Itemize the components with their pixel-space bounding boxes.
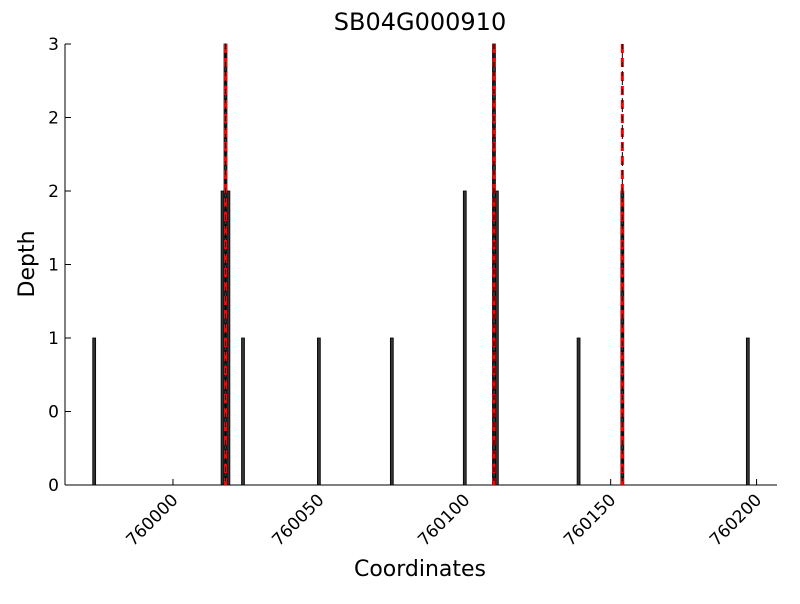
x-tick-label: 760000 [122, 490, 182, 550]
x-axis-label: Coordinates [354, 557, 486, 582]
bar [317, 337, 321, 486]
y-tick-label: 1 [48, 329, 59, 349]
bar [495, 190, 499, 486]
x-tick-label: 760150 [560, 490, 620, 550]
bar [576, 337, 581, 486]
y-tick-label: 1 [48, 256, 59, 276]
chart-title: SB04G000910 [334, 8, 506, 36]
x-tick-label: 760100 [414, 490, 474, 550]
y-tick-label: 2 [48, 182, 59, 202]
bar [462, 190, 467, 486]
x-tick-label: 760200 [706, 490, 766, 550]
bar [241, 337, 245, 486]
y-tick-label: 0 [48, 403, 59, 423]
x-tick-label: 760050 [268, 490, 328, 550]
y-tick-label: 0 [48, 476, 59, 496]
bar [226, 190, 231, 486]
y-axis-label: Depth [15, 230, 40, 297]
bar [92, 337, 97, 486]
bar [745, 337, 750, 486]
bar [220, 190, 225, 486]
y-tick-label: 2 [48, 109, 59, 129]
bar [389, 337, 394, 486]
y-tick-label: 3 [48, 35, 59, 55]
